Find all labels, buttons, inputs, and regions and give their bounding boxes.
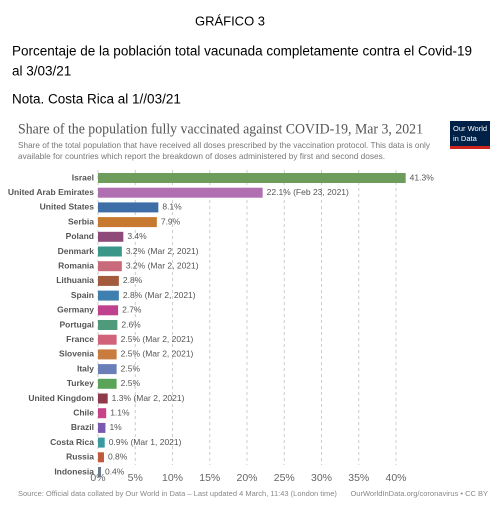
header-title: al 3/03/21 [12, 64, 71, 79]
logo-strip [450, 146, 490, 149]
category-label: Costa Rica [50, 437, 94, 447]
bar [98, 275, 119, 286]
bar [98, 305, 119, 316]
value-label: 2.5% [121, 378, 141, 388]
value-label: 2.5% (Mar 2, 2021) [121, 334, 194, 344]
category-label: Spain [71, 290, 94, 300]
source: Source: Official data collated by Our Wo… [18, 489, 337, 498]
category-label: Turkey [67, 378, 95, 388]
category-label: United Kingdom [28, 393, 94, 403]
bar [98, 393, 108, 404]
logo-text: Our World [453, 124, 487, 133]
category-label: Denmark [58, 246, 95, 256]
value-label: 3.2% (Mar 2, 2021) [126, 246, 199, 256]
x-tick-label: 10% [162, 472, 183, 484]
value-label: 0.9% (Mar 1, 2021) [109, 437, 182, 447]
value-label: 2.6% [121, 319, 141, 329]
chart-title: Share of the population fully vaccinated… [18, 121, 423, 137]
chart-subtitle: Share of the total population that have … [18, 140, 431, 150]
bar [98, 378, 117, 389]
value-label: 2.8% (Mar 2, 2021) [123, 290, 196, 300]
x-tick-label: 30% [311, 472, 332, 484]
bar [98, 452, 104, 463]
category-label: Indonesia [54, 466, 94, 476]
bar [98, 422, 106, 433]
chart-label: GRÁFICO 3 [195, 13, 265, 28]
value-label: 2.8% [123, 275, 143, 285]
category-label: Israel [72, 172, 94, 182]
category-label: Portugal [60, 319, 94, 329]
x-tick-label: 35% [348, 472, 369, 484]
category-label: Brazil [71, 422, 94, 432]
x-tick-label: 15% [199, 472, 220, 484]
header-title: Porcentaje de la población total vacunad… [12, 44, 472, 59]
value-label: 8.1% [162, 202, 182, 212]
category-label: Slovenia [59, 349, 94, 359]
logo-box [450, 121, 490, 149]
bar [98, 231, 124, 242]
value-label: 2.7% [122, 305, 142, 315]
source-url: OurWorldInData.org/coronavirus • CC BY [350, 489, 488, 498]
bar [98, 349, 117, 360]
category-label: Italy [77, 363, 94, 373]
category-label: Poland [66, 231, 94, 241]
category-label: Germany [57, 305, 94, 315]
bar [98, 290, 119, 301]
value-label: 41.3% [410, 172, 435, 182]
category-label: Lithuania [56, 275, 94, 285]
x-tick-label: 0% [90, 472, 105, 484]
logo-text: in Data [453, 134, 478, 143]
value-label: 0.8% [108, 452, 128, 462]
x-tick-label: 40% [385, 472, 406, 484]
value-label: 0.4% [105, 466, 125, 476]
bar [98, 408, 107, 419]
x-tick-label: 5% [128, 472, 143, 484]
value-label: 2.5% [121, 363, 141, 373]
bar [98, 217, 157, 228]
bar [98, 334, 117, 345]
value-label: 3.4% [127, 231, 147, 241]
category-label: Serbia [68, 216, 94, 226]
value-label: 22.1% (Feb 23, 2021) [267, 187, 349, 197]
category-label: Russia [66, 452, 94, 462]
x-tick-label: 20% [236, 472, 257, 484]
bar [98, 202, 159, 213]
bar [98, 320, 118, 330]
bar [98, 364, 117, 375]
value-label: 1.3% (Mar 2, 2021) [112, 393, 185, 403]
bar [98, 173, 406, 183]
chart-subtitle: available for countries which report the… [18, 151, 385, 161]
category-label: France [66, 334, 94, 344]
bar [98, 261, 122, 272]
value-label: 2.5% (Mar 2, 2021) [121, 349, 194, 359]
x-tick-label: 25% [274, 472, 295, 484]
value-label: 1% [109, 422, 122, 432]
category-label: Romania [58, 260, 94, 270]
bar [98, 437, 105, 448]
category-label: United Arab Emirates [8, 187, 94, 197]
bar [98, 246, 122, 257]
value-label: 3.2% (Mar 2, 2021) [126, 260, 199, 270]
category-label: United States [40, 202, 95, 212]
bar [98, 467, 101, 477]
value-label: 7.9% [161, 216, 181, 226]
category-label: Chile [73, 407, 94, 417]
header-note: Nota. Costa Rica al 1//03/21 [12, 92, 181, 107]
value-label: 1.1% [110, 407, 130, 417]
bar [98, 187, 263, 198]
